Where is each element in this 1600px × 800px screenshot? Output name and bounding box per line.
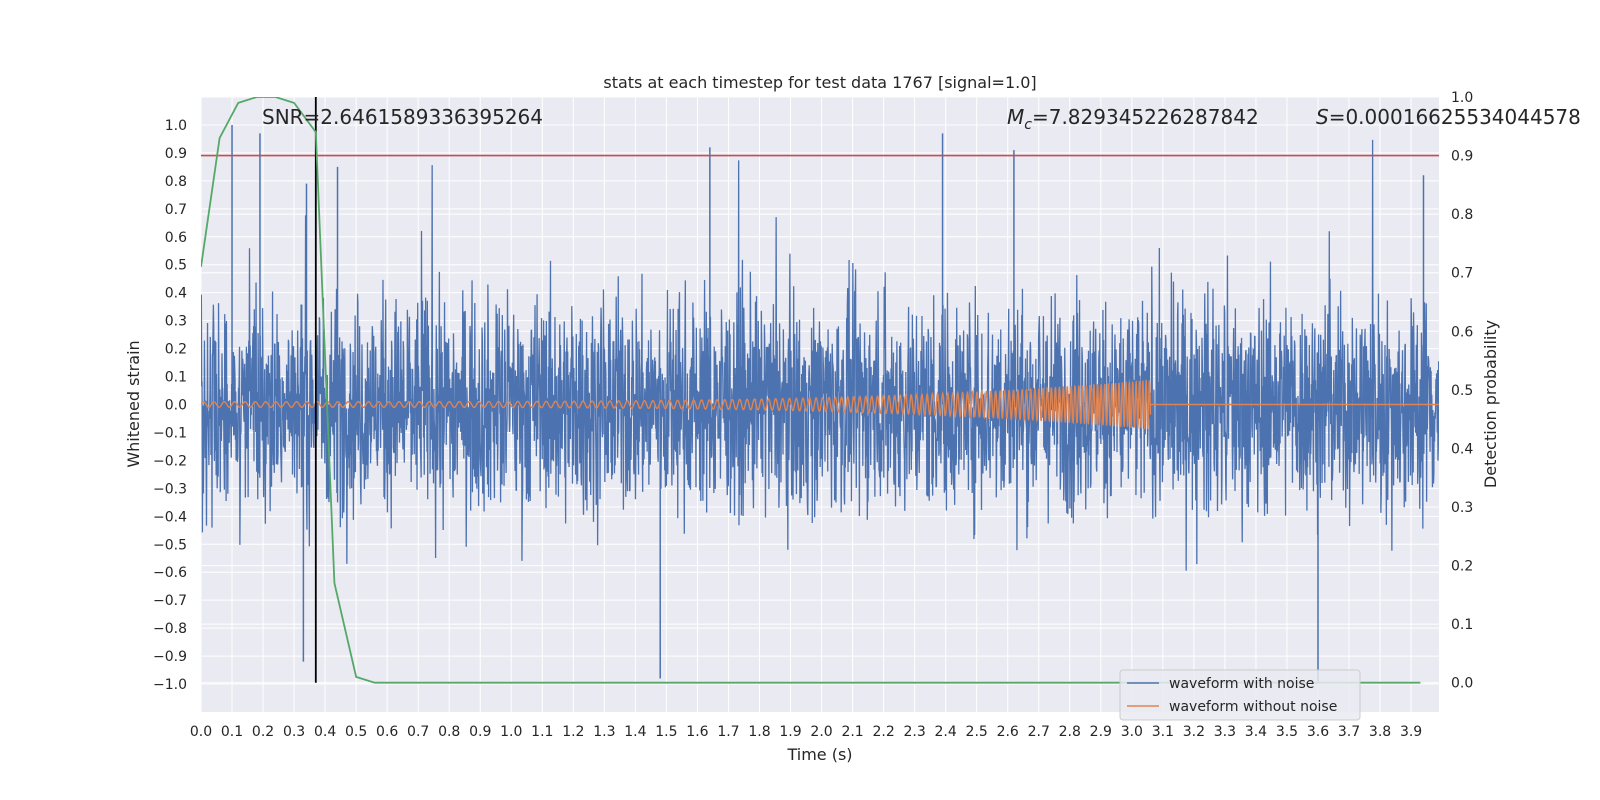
x-tick-label: 3.0 — [1121, 724, 1143, 740]
y-tick-label: −1.0 — [153, 677, 187, 693]
y-tick-label: 0.4 — [165, 286, 187, 302]
series-layer — [201, 97, 1439, 684]
y-tick-label: 0.3 — [165, 314, 187, 330]
s-symbol: S — [1316, 105, 1329, 129]
legend-label-clean: waveform without noise — [1169, 699, 1337, 715]
x-tick-label: 0.4 — [314, 724, 336, 740]
y-tick-label: −0.8 — [153, 621, 187, 637]
y2-tick-label: 0.7 — [1451, 266, 1473, 282]
x-tick-label: 2.6 — [997, 724, 1019, 740]
x-tick-label: 2.4 — [935, 724, 957, 740]
snr-annotation: SNR=2.6461589336395264 — [262, 105, 543, 129]
y-tick-label: 0.9 — [165, 146, 187, 162]
x-tick-label: 1.8 — [748, 724, 770, 740]
s-value: =0.00016625534044578 — [1329, 105, 1581, 129]
x-tick-label: 2.2 — [872, 724, 894, 740]
x-tick-label: 0.5 — [345, 724, 367, 740]
y2-tick-label: 0.8 — [1451, 207, 1473, 223]
x-tick-label: 1.9 — [779, 724, 801, 740]
y2-tick-label: 0.1 — [1451, 617, 1473, 633]
y-axis-label: Whitened strain — [124, 340, 143, 467]
x-tick-label: 3.6 — [1307, 724, 1329, 740]
x-tick-label: 2.8 — [1059, 724, 1081, 740]
x-tick-label: 0.2 — [252, 724, 274, 740]
y2-tick-label: 0.6 — [1451, 324, 1473, 340]
y-tick-label: 0.0 — [165, 398, 187, 414]
y2-tick-label: 0.0 — [1451, 676, 1473, 692]
y-tick-label: −0.3 — [153, 481, 187, 497]
x-ticks: 0.0 0.1 0.2 0.3 0.4 0.5 0.6 0.7 0.8 0.9 1.0 1.1 1.2 1… — [190, 724, 1422, 740]
x-tick-label: 0.7 — [407, 724, 429, 740]
x-tick-label: 2.1 — [841, 724, 863, 740]
series-waveform-without-noise — [201, 379, 1439, 430]
x-tick-label: 1.4 — [624, 724, 646, 740]
series-detection-probability — [201, 97, 1421, 684]
x-tick-label: 0.8 — [438, 724, 460, 740]
x-tick-label: 1.1 — [531, 724, 553, 740]
chart-title: stats at each timestep for test data 176… — [603, 73, 1036, 92]
y-tick-label: −0.9 — [153, 649, 187, 665]
y2-tick-label: 0.3 — [1451, 500, 1473, 516]
x-tick-label: 3.7 — [1338, 724, 1360, 740]
y2-tick-label: 0.5 — [1451, 383, 1473, 399]
x-tick-label: 2.9 — [1090, 724, 1112, 740]
y-tick-label: 0.8 — [165, 174, 187, 190]
legend-box — [1119, 669, 1361, 721]
x-tick-label: 2.3 — [904, 724, 926, 740]
s-annotation: S=0.00016625534044578 — [1316, 105, 1581, 129]
y-tick-label: −0.1 — [153, 425, 187, 441]
y-tick-label: 1.0 — [165, 118, 187, 134]
x-tick-label: 1.5 — [655, 724, 677, 740]
x-tick-label: 0.6 — [376, 724, 398, 740]
x-tick-label: 0.1 — [221, 724, 243, 740]
x-tick-label: 3.3 — [1214, 724, 1236, 740]
y-tick-label: 0.1 — [165, 370, 187, 386]
y-tick-label: 0.2 — [165, 342, 187, 358]
legend-label-noise: waveform with noise — [1169, 676, 1314, 692]
chirp-mass-symbol: M — [1007, 105, 1024, 129]
y-tick-label: −0.7 — [153, 593, 187, 609]
x-axis-label: Time (s) — [786, 745, 852, 764]
y2-tick-label: 1.0 — [1451, 90, 1473, 106]
y-tick-label: −0.6 — [153, 565, 187, 581]
x-tick-label: 1.2 — [562, 724, 584, 740]
y-tick-label: −0.4 — [153, 509, 187, 525]
x-tick-label: 3.4 — [1245, 724, 1267, 740]
x-tick-label: 3.2 — [1183, 724, 1205, 740]
chirp-mass-value: =7.829345226287842 — [1032, 105, 1259, 129]
x-tick-label: 3.1 — [1152, 724, 1174, 740]
y2-tick-label: 0.2 — [1451, 559, 1473, 575]
chirp-mass-subscript: c — [1024, 117, 1032, 133]
chirp-mass-annotation: Mc=7.829345226287842 — [1007, 105, 1259, 133]
y-tick-label: 0.7 — [165, 202, 187, 218]
x-tick-label: 3.5 — [1276, 724, 1298, 740]
x-tick-label: 3.8 — [1369, 724, 1391, 740]
x-tick-label: 0.3 — [283, 724, 305, 740]
series-waveform-with-noise — [201, 139, 1439, 571]
y-tick-label: 0.6 — [165, 230, 187, 246]
x-tick-label: 0.9 — [469, 724, 491, 740]
x-tick-label: 1.0 — [500, 724, 522, 740]
y2-ticks: 1.0 0.9 0.8 0.7 0.6 0.5 0.4 0.3 0.2 0.1 0.0 — [1451, 90, 1473, 692]
y-ticks: 1.0 0.9 0.8 0.7 0.6 0.5 0.4 0.3 0.2 0.1 0.0 −0.1 −0.… — [153, 118, 187, 693]
x-tick-label: 1.3 — [593, 724, 615, 740]
legend: waveform with noise waveform without noi… — [1119, 669, 1361, 721]
x-tick-label: 2.7 — [1028, 724, 1050, 740]
x-tick-label: 2.0 — [810, 724, 832, 740]
y-tick-label: 0.5 — [165, 258, 187, 274]
y2-tick-label: 0.4 — [1451, 441, 1473, 457]
x-tick-label: 3.9 — [1400, 724, 1422, 740]
y-tick-label: −0.2 — [153, 453, 187, 469]
x-tick-label: 1.7 — [717, 724, 739, 740]
x-tick-label: 0.0 — [190, 724, 212, 740]
y2-tick-label: 0.9 — [1451, 149, 1473, 165]
y2-axis-label: Detection probability — [1481, 320, 1500, 488]
x-tick-label: 2.5 — [966, 724, 988, 740]
x-tick-label: 1.6 — [686, 724, 708, 740]
y-tick-label: −0.5 — [153, 537, 187, 553]
